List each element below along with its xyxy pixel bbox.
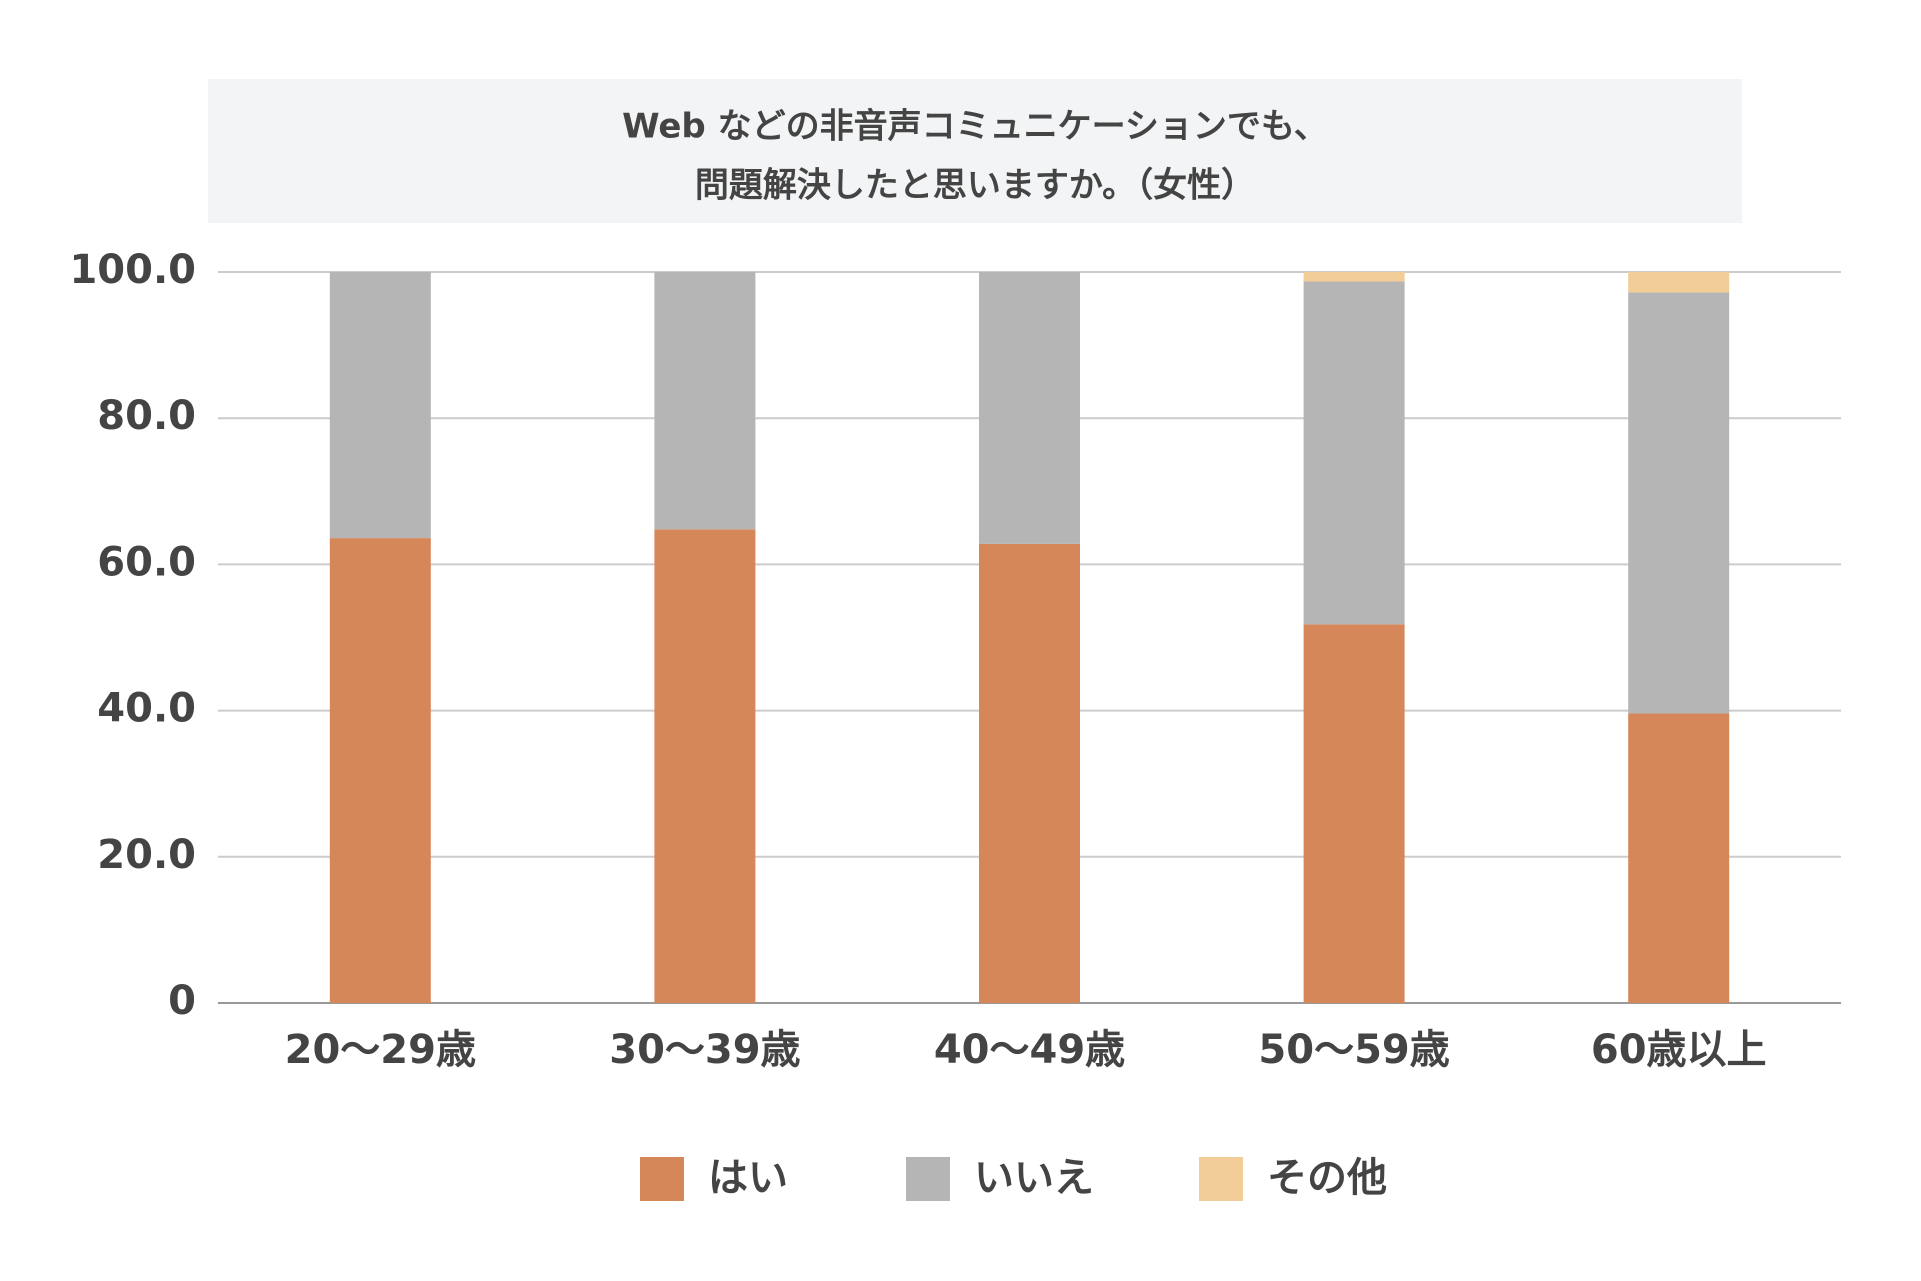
legend-label: いいえ (974, 1155, 1094, 1201)
x-tick-label: 30～39歳 (609, 1027, 800, 1073)
x-tick-label: 50～59歳 (1258, 1027, 1449, 1073)
bar-segment (329, 538, 431, 1003)
bar-segment (979, 272, 1080, 544)
y-tick-label: 20.0 (97, 832, 196, 878)
legend-label: はい (708, 1155, 788, 1201)
legend-swatch (906, 1157, 950, 1201)
legend-swatch (640, 1157, 684, 1201)
bar-segment (1303, 272, 1405, 282)
bar-segment (1303, 624, 1405, 1003)
bar-segment (1303, 281, 1405, 625)
chart-title: Web などの非音声コミュニケーションでも、 (622, 107, 1328, 147)
bar-segment (1628, 272, 1730, 293)
bar-segment (654, 272, 756, 530)
bar-segment (1628, 292, 1730, 714)
y-tick-label: 100.0 (69, 247, 196, 293)
bar-segment (654, 529, 756, 1003)
y-tick-label: 80.0 (97, 393, 196, 439)
legend-swatch (1199, 1157, 1243, 1201)
title-box (208, 79, 1742, 223)
y-tick-label: 60.0 (97, 539, 196, 585)
x-tick-label: 40～49歳 (934, 1027, 1125, 1073)
x-tick-label: 60歳以上 (1591, 1027, 1767, 1073)
y-tick-label: 40.0 (97, 686, 196, 732)
y-tick-label: 0 (168, 978, 196, 1024)
bar-segment (979, 543, 1080, 1003)
legend-label: その他 (1267, 1155, 1387, 1201)
bar-segment (1628, 713, 1730, 1003)
chart-title: 問題解決したと思いますか。（女性） (695, 166, 1255, 206)
bar-segment (329, 272, 431, 539)
x-tick-label: 20～29歳 (285, 1027, 476, 1073)
